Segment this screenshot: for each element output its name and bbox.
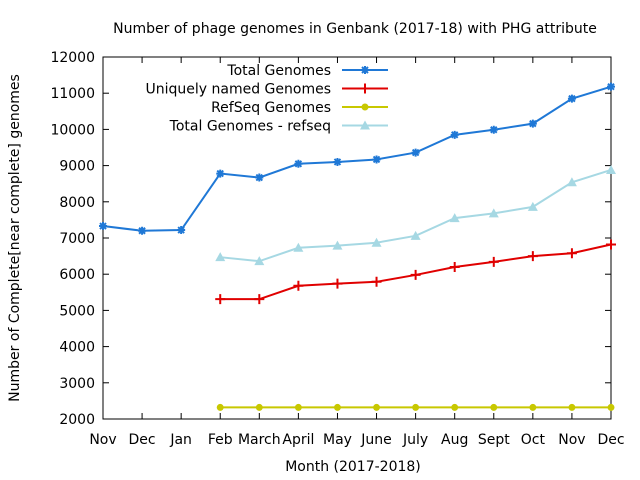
series-layer	[99, 82, 616, 411]
data-point	[294, 403, 302, 411]
series-uniquely-named-genomes	[215, 239, 616, 305]
legend-label: Total Genomes - refseq	[169, 119, 331, 135]
x-axis: Nov Dec Jan Feb March April May June July Aug Sept…	[89, 57, 625, 448]
x-tick-label: Nov	[558, 432, 585, 448]
x-tick-label: June	[360, 432, 392, 448]
plot-frame	[102, 56, 612, 420]
data-point	[411, 148, 420, 157]
data-point	[488, 256, 499, 267]
data-point	[361, 103, 369, 111]
series-refseq-genomes	[216, 403, 615, 411]
data-point	[254, 256, 265, 266]
data-point	[216, 169, 225, 178]
data-point	[332, 278, 343, 289]
data-point	[449, 261, 460, 272]
x-tick-label: Aug	[441, 432, 468, 448]
data-point	[255, 403, 263, 411]
y-tick-label: 8000	[59, 195, 95, 211]
data-point	[607, 82, 615, 91]
x-tick-label: Jan	[169, 432, 192, 448]
data-point	[567, 94, 576, 103]
y-tick-label: 4000	[59, 340, 95, 356]
data-point	[489, 125, 498, 134]
data-point	[566, 177, 577, 187]
data-point	[294, 159, 303, 168]
legend-item: Uniquely named Genomes	[146, 82, 388, 98]
y-tick-label: 7000	[59, 231, 95, 247]
x-tick-label: Dec	[129, 432, 156, 448]
x-tick-label: Dec	[597, 432, 624, 448]
legend-label: Total Genomes	[226, 63, 331, 79]
legend-item: RefSeq Genomes	[211, 100, 388, 116]
y-tick-label: 9000	[59, 159, 95, 175]
data-point	[568, 403, 576, 411]
series-line	[102, 85, 612, 232]
data-point	[254, 294, 265, 305]
y-tick-label: 3000	[59, 376, 95, 392]
legend-item: Total Genomes - refseq	[169, 119, 388, 135]
legend-label: RefSeq Genomes	[211, 100, 331, 116]
data-point	[412, 403, 420, 411]
data-point	[606, 164, 616, 174]
legend-label: Uniquely named Genomes	[146, 82, 332, 98]
legend-item: Total Genomes	[226, 63, 388, 79]
data-point	[293, 242, 304, 252]
data-point	[177, 226, 186, 235]
data-point	[333, 157, 342, 166]
data-point	[527, 201, 538, 211]
data-point	[215, 294, 226, 305]
x-tick-label: April	[282, 432, 314, 448]
x-tick-label: March	[238, 432, 281, 448]
data-point	[488, 208, 499, 218]
x-tick-label: May	[323, 432, 352, 448]
data-point	[138, 226, 147, 235]
data-point	[606, 239, 616, 250]
series-line	[220, 168, 612, 263]
x-tick-label: Feb	[208, 432, 233, 448]
data-point	[332, 240, 343, 250]
data-point	[215, 252, 226, 262]
data-point	[607, 403, 615, 411]
y-tick-label: 11000	[50, 86, 95, 102]
data-point	[360, 83, 370, 94]
legend: Total Genomes Uniquely named Genomes RefSe…	[146, 63, 388, 135]
y-tick-label: 6000	[59, 267, 95, 283]
data-point	[371, 276, 382, 287]
data-point	[255, 173, 264, 182]
x-tick-label: Sept	[478, 432, 510, 448]
data-point	[99, 222, 107, 231]
data-point	[371, 237, 382, 247]
data-point	[450, 130, 459, 139]
chart-title: Number of phage genomes in Genbank (2017…	[113, 21, 597, 37]
y-tick-label: 2000	[59, 412, 95, 428]
data-point	[490, 403, 498, 411]
y-tick-label: 10000	[50, 122, 95, 138]
data-point	[410, 230, 421, 240]
data-point	[527, 251, 538, 262]
y-tick-label: 5000	[59, 303, 95, 319]
x-axis-label: Month (2017-2018)	[285, 459, 421, 475]
series-total-genomes-refseq	[215, 164, 616, 266]
data-point	[372, 155, 381, 164]
x-tick-label: Oct	[521, 432, 546, 448]
data-point	[528, 119, 537, 128]
data-point	[293, 280, 304, 291]
data-point	[216, 403, 224, 411]
data-point	[410, 269, 421, 280]
data-point	[361, 66, 369, 74]
data-point	[449, 213, 460, 223]
y-axis-label: Number of Complete[near complete] genome…	[7, 74, 23, 402]
y-axis: 2000 3000 4000 5000 6000 7000 8000 9000 10000 110…	[50, 50, 611, 428]
data-point	[373, 403, 381, 411]
x-tick-label: July	[402, 432, 428, 448]
y-tick-label: 12000	[50, 50, 95, 66]
data-point	[360, 120, 370, 130]
data-point	[566, 248, 577, 259]
x-tick-label: Nov	[89, 432, 116, 448]
series-total-genomes	[99, 82, 615, 235]
data-point	[333, 403, 341, 411]
data-point	[529, 403, 537, 411]
data-point	[451, 403, 459, 411]
